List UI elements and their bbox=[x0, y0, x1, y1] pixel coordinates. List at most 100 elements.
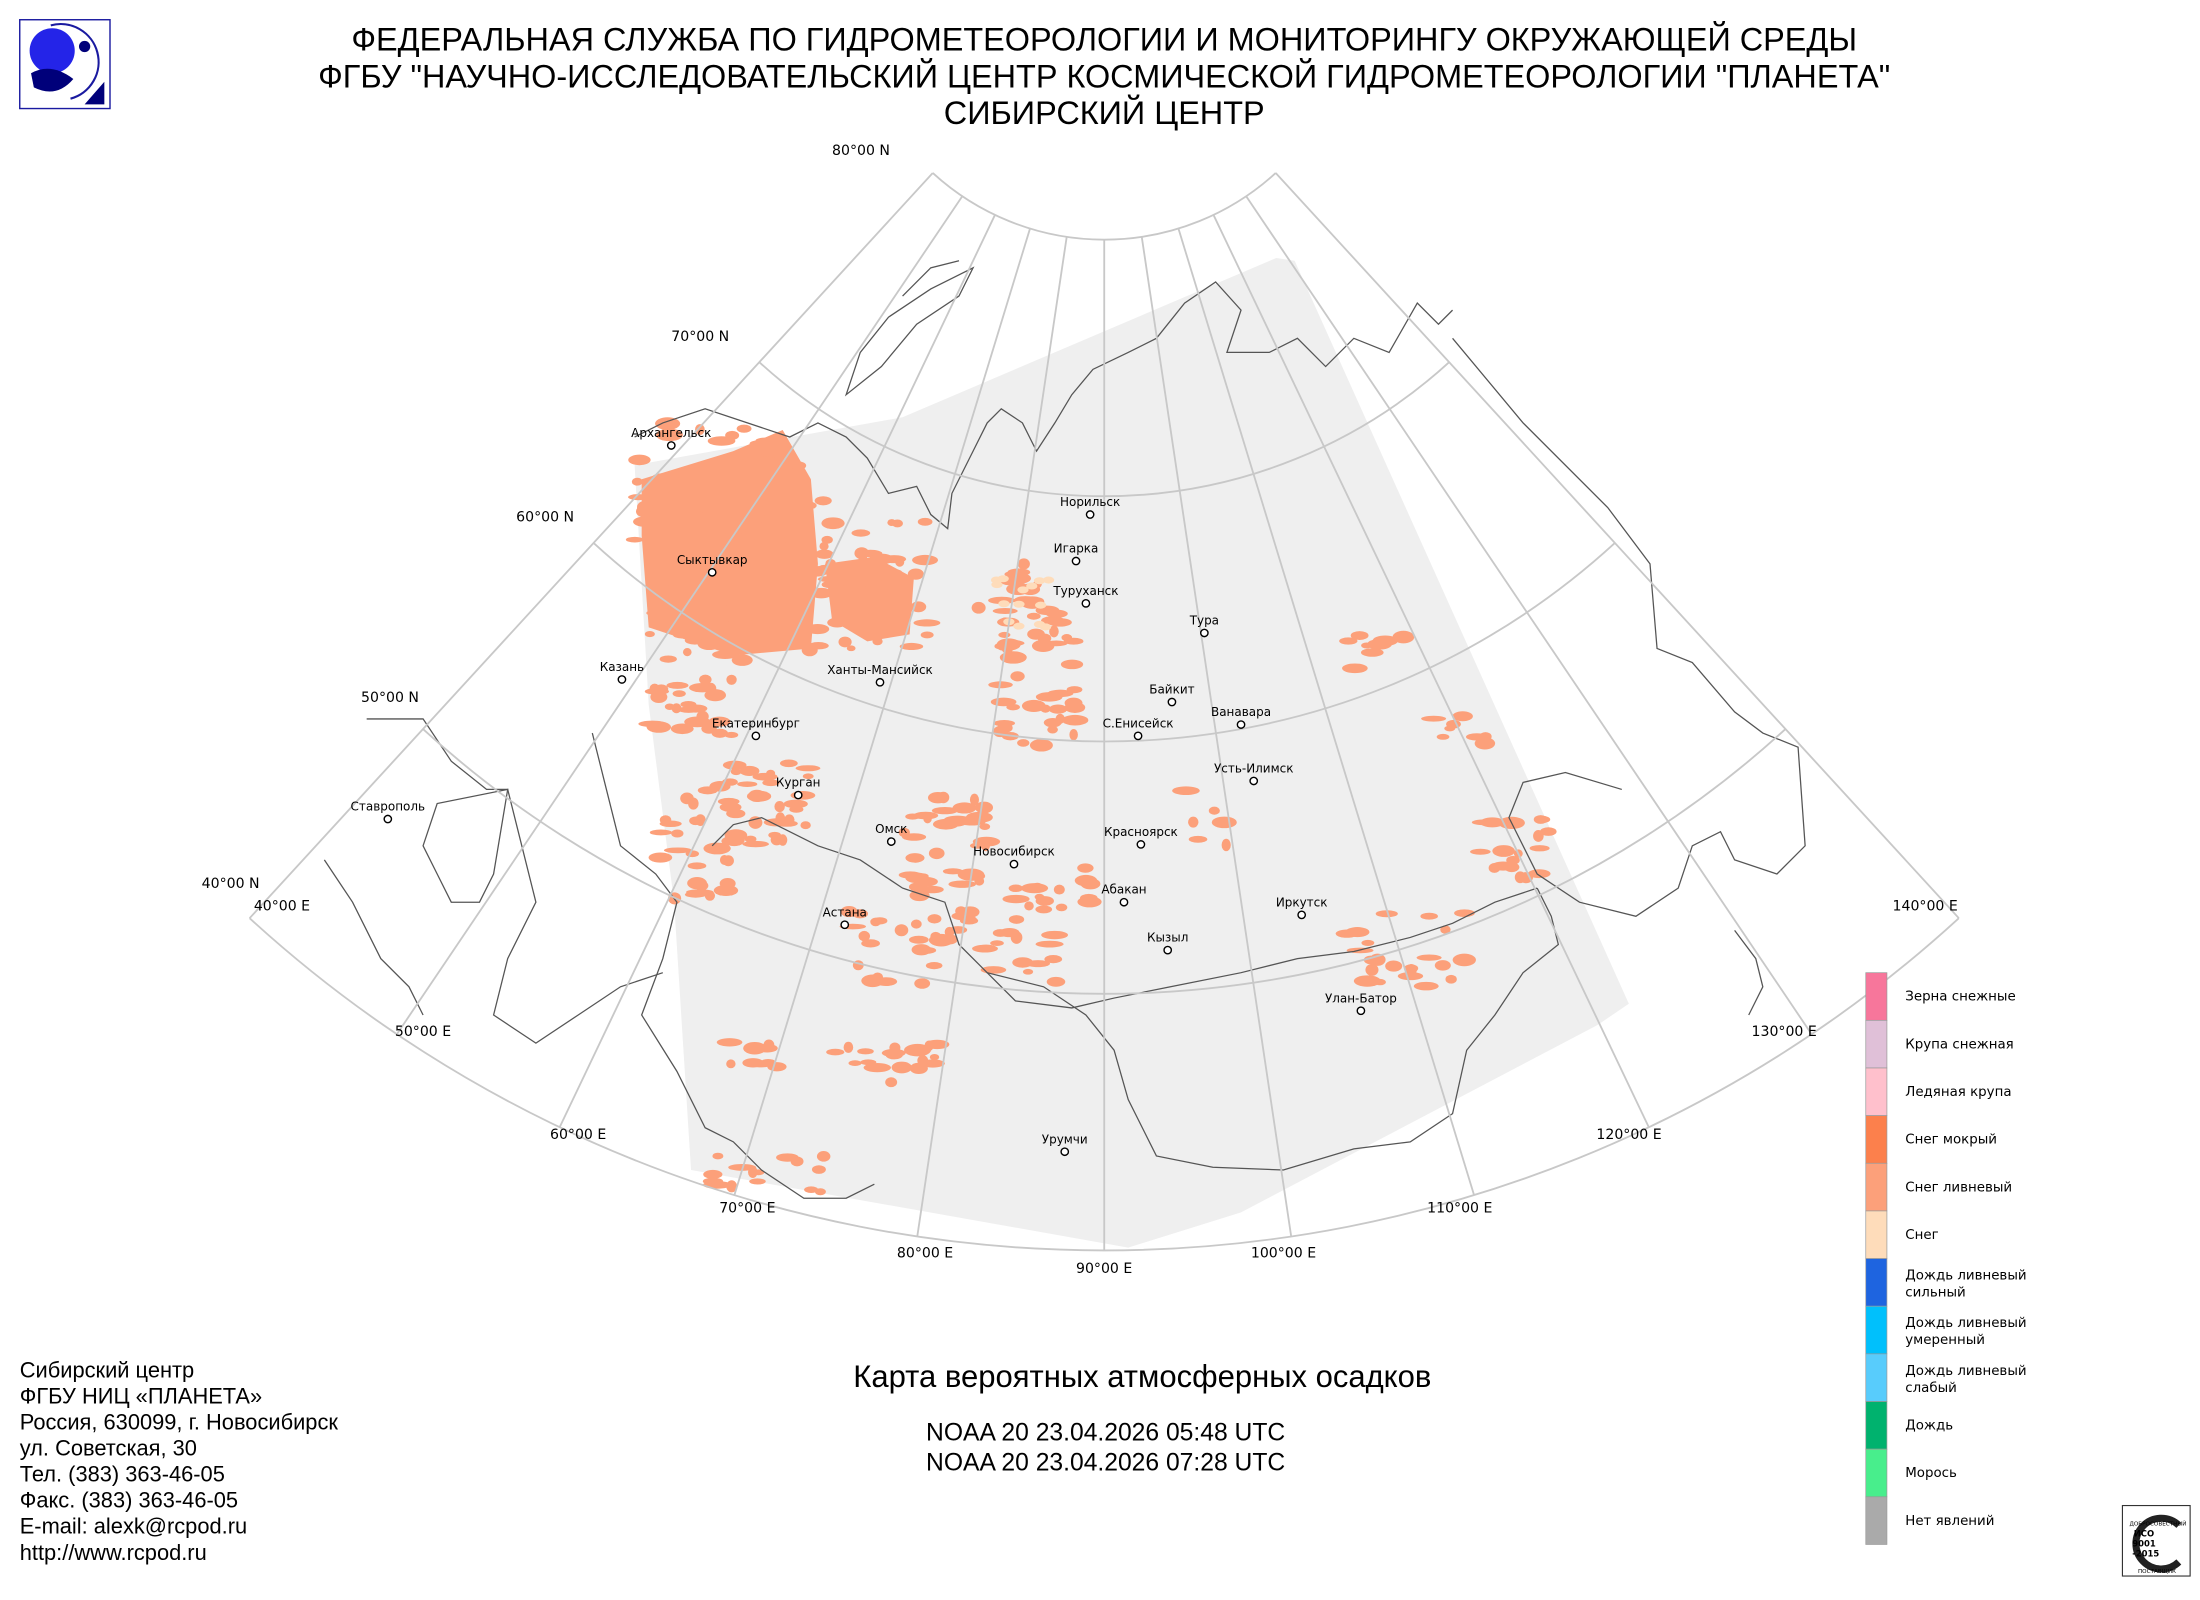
precip-cell bbox=[1339, 637, 1358, 645]
precip-cell bbox=[1069, 728, 1078, 741]
snow-cell bbox=[1033, 577, 1046, 585]
precip-cell bbox=[1053, 884, 1065, 895]
email-link[interactable]: E-mail: alexk@rcpod.ru bbox=[20, 1514, 247, 1539]
precip-cell bbox=[1375, 910, 1398, 918]
precip-cell bbox=[913, 619, 941, 627]
precip-cell bbox=[937, 791, 950, 804]
city-label: Усть-Илимск bbox=[1214, 762, 1293, 776]
precip-cell bbox=[672, 631, 691, 639]
city-dot-icon bbox=[1199, 628, 1209, 638]
meridian-line bbox=[1275, 172, 1960, 919]
snow-cell bbox=[1033, 620, 1046, 628]
city-dot-icon bbox=[1356, 1006, 1366, 1016]
precip-cell bbox=[979, 823, 991, 831]
precip-cell bbox=[1017, 739, 1030, 747]
legend-swatch bbox=[1865, 1067, 1888, 1116]
precip-cell bbox=[790, 461, 807, 470]
legend-swatch bbox=[1865, 1448, 1888, 1498]
latitude-labels: 80°00 N 70°00 N 60°00 N 50°00 N 40°00 N bbox=[202, 143, 890, 892]
city-2: Казань bbox=[600, 660, 644, 684]
city-dot-icon bbox=[793, 790, 803, 800]
precip-cell bbox=[651, 590, 672, 603]
precip-cell bbox=[1008, 915, 1025, 924]
city-dot-icon bbox=[1060, 1147, 1070, 1157]
precip-cell bbox=[1445, 974, 1457, 984]
precip-cell bbox=[625, 536, 644, 543]
precip-cell bbox=[838, 565, 866, 576]
info-line: Сибирский центр bbox=[20, 1357, 194, 1382]
precip-cell bbox=[1420, 912, 1438, 920]
city-label: Астана bbox=[823, 905, 867, 919]
lon-label-130: 130°00 E bbox=[1752, 1024, 1817, 1040]
precip-cell bbox=[869, 553, 894, 565]
precip-cell bbox=[1492, 845, 1515, 857]
precip-cell bbox=[659, 815, 672, 825]
map-title: Карта вероятных атмосферных осадков bbox=[853, 1359, 1431, 1394]
precip-cell bbox=[1040, 704, 1051, 713]
city-13: Тура bbox=[1189, 613, 1219, 638]
precip-cell bbox=[741, 578, 760, 585]
precip-cell bbox=[763, 1039, 775, 1051]
iso-9001-badge: ДОБРОСОВЕСТНЫЙ ИСО 9001 -2015 ПОСТАВЩИК bbox=[2121, 1504, 2191, 1577]
city-label: Новосибирск bbox=[973, 845, 1055, 859]
precip-cell bbox=[706, 577, 734, 590]
precip-cell bbox=[714, 626, 733, 634]
precip-cell bbox=[928, 847, 945, 860]
legend-label: Морось bbox=[1905, 1466, 1957, 1481]
precip-cell bbox=[929, 1054, 940, 1061]
precip-cell bbox=[1365, 963, 1379, 976]
precip-cell bbox=[1345, 927, 1370, 938]
precip-cell bbox=[683, 704, 708, 713]
precip-cell bbox=[666, 511, 689, 523]
lat-label-60: 60°00 N bbox=[516, 510, 574, 526]
precip-cell bbox=[717, 797, 740, 806]
precip-cell bbox=[1042, 616, 1064, 623]
city-label: Абакан bbox=[1101, 883, 1146, 897]
precip-cell bbox=[708, 716, 731, 727]
precip-cell bbox=[908, 935, 929, 944]
precip-cell bbox=[652, 473, 671, 480]
precip-cell bbox=[931, 806, 958, 815]
precip-cell bbox=[1374, 978, 1386, 986]
precip-cell bbox=[1010, 671, 1025, 682]
website-link[interactable]: http://www.rcpod.ru bbox=[20, 1540, 207, 1565]
legend-swatch bbox=[1865, 1162, 1888, 1212]
longitude-labels: 40°00 E 50°00 E 60°00 E 70°00 E 80°00 E … bbox=[254, 899, 1958, 1277]
precip-cell bbox=[751, 505, 767, 518]
precip-cell bbox=[891, 519, 903, 528]
lat-label-40: 40°00 N bbox=[202, 876, 260, 892]
precip-cell bbox=[814, 496, 832, 506]
precip-cell bbox=[683, 557, 695, 569]
precip-cell bbox=[672, 544, 693, 552]
precip-cell bbox=[1470, 848, 1491, 855]
precip-cell bbox=[672, 690, 686, 698]
precip-cell bbox=[910, 856, 921, 863]
city-dot-icon bbox=[1119, 897, 1129, 907]
lon-label-140: 140°00 E bbox=[1893, 899, 1958, 915]
precip-cell bbox=[1044, 955, 1063, 964]
city-dot-icon bbox=[1167, 697, 1177, 707]
precip-cell bbox=[844, 620, 862, 630]
precip-cell bbox=[1221, 838, 1231, 852]
meridian-line bbox=[916, 236, 1068, 1237]
precip-cell bbox=[699, 674, 712, 685]
precip-cell bbox=[806, 624, 830, 635]
precip-cell bbox=[864, 612, 885, 624]
snow-cell bbox=[998, 600, 1010, 608]
precip-cell bbox=[739, 765, 760, 777]
precip-cell bbox=[706, 473, 723, 480]
precip-cell bbox=[788, 518, 799, 526]
precip-cell bbox=[847, 605, 867, 617]
precip-cell bbox=[815, 549, 834, 559]
iso-top-text: ДОБРОСОВЕСТНЫЙ bbox=[2129, 1520, 2186, 1527]
precip-cell bbox=[737, 781, 758, 787]
precip-cell bbox=[838, 636, 852, 648]
precip-cell bbox=[876, 568, 902, 576]
city-dot-icon bbox=[1297, 910, 1307, 920]
coastlines-borders bbox=[323, 260, 1806, 1199]
precip-area bbox=[641, 429, 818, 656]
precip-cell bbox=[766, 769, 776, 777]
precip-cell bbox=[720, 523, 747, 535]
precip-cell bbox=[827, 617, 848, 628]
